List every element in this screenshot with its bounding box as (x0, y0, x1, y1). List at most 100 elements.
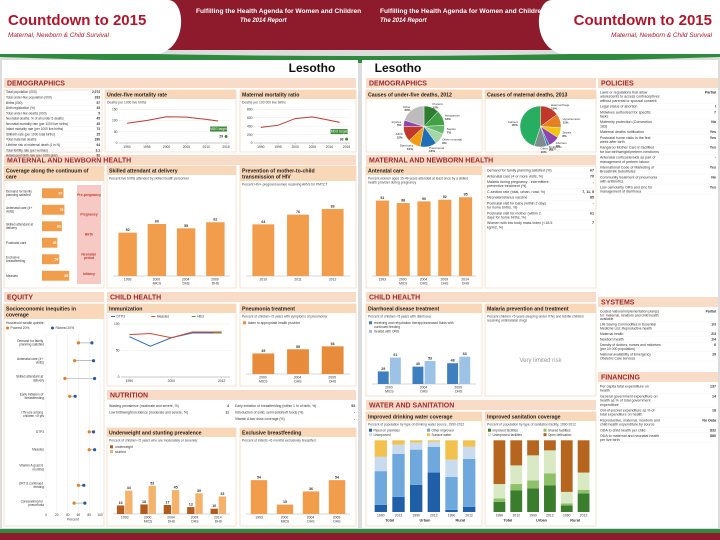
value-label: 85 (64, 274, 68, 278)
bar (218, 496, 227, 514)
section-bar (598, 297, 718, 307)
bar-segment (409, 484, 423, 512)
legend-label: Unimproved facilities (493, 433, 523, 437)
bar-segment (427, 472, 441, 512)
list-label: Maternal health (600, 332, 623, 336)
list-label: Malaria during pregnancy - intermittent … (487, 180, 550, 188)
x-tick-label: 2010 (260, 278, 268, 282)
list-value: Yes (710, 185, 716, 189)
legend-swatch (110, 450, 113, 454)
target-label: MDG target (331, 130, 348, 134)
bar-segment (577, 472, 590, 490)
list-label: International Code of Marketing of Breas… (600, 166, 655, 174)
list-value: $32 (710, 428, 716, 432)
x-tick-label: 2009 DHS (454, 386, 463, 394)
panel-title: Antenatal care (368, 168, 404, 174)
list-label: Total under-five population (000) (6, 95, 52, 99)
bar (328, 480, 346, 514)
x-tick-label: 1990 (257, 145, 265, 149)
list-value: Yes (710, 146, 716, 150)
value-label: 33 (220, 492, 224, 496)
value-label: 15 (283, 500, 287, 504)
list-label: Kangaroo Mother Care in facilities for l… (600, 146, 659, 154)
value-label: 90 (422, 197, 426, 201)
list-label: Infant mortality rate (per 1000 live bir… (6, 127, 63, 131)
bar-segment (527, 488, 539, 512)
list-label: Costed national implementation plan(s) f… (600, 309, 660, 321)
list-value: 45 (96, 117, 100, 121)
list-value: 7 (592, 221, 594, 225)
slice-value: 5% (397, 123, 402, 127)
legend-swatch (543, 433, 547, 437)
bar-segment (392, 440, 405, 445)
x-tick-label: 20 (55, 513, 59, 517)
legend-swatch (427, 428, 430, 432)
legend-label: Richest 20% (56, 326, 75, 330)
bar-segment (577, 489, 590, 494)
value-label: 83 (331, 205, 335, 209)
list-value: Yes (710, 130, 716, 134)
list-label: Birth registration (%) (6, 106, 35, 110)
bar (447, 363, 459, 384)
list-value: - (715, 156, 717, 160)
list-value: Partial (705, 91, 716, 95)
bar-segment (445, 459, 458, 477)
row-label: Demand for family planning satisfied (6, 189, 33, 197)
row-label: Exclusive breastfeeding (6, 255, 26, 263)
list-label: Adolescent birth rate (per 1000 girls) (6, 154, 58, 158)
list-value: - (593, 201, 595, 205)
row-label: ITN use among children <5 yrs (21, 410, 44, 418)
list-value: Yes (710, 136, 716, 140)
section-title: SYSTEMS (601, 300, 635, 307)
legend-label: Piped on premises (374, 428, 401, 432)
x-tick-label: 1990 (377, 514, 385, 518)
section-title: DEMOGRAPHICS (7, 81, 65, 88)
list-label: Low osmolarity ORS and zinc for manageme… (600, 185, 653, 193)
x-tick-label: 2000 MICS (385, 386, 394, 394)
logo: Countdown to 2015 (574, 12, 712, 29)
bar-segment (510, 465, 523, 485)
legend-label: Improved facilities (493, 428, 519, 432)
x-tick-label: 2014 DHS (461, 278, 470, 286)
bar-segment (409, 449, 423, 485)
list-label: Demand for family planning satisfied (%) (487, 169, 552, 173)
bar (459, 356, 471, 384)
list-value: 280 (95, 138, 101, 142)
panel-title-bar (107, 304, 236, 313)
panel-title-bar (240, 304, 356, 313)
panel-title-bar (107, 166, 236, 175)
dot (72, 501, 76, 505)
list-value: 45 (96, 106, 100, 110)
bar-segment (560, 503, 573, 506)
list-label: General government expenditure on health… (600, 394, 659, 406)
panel-subtitle: Deaths per 1000 live births (107, 101, 147, 105)
y-tick-label: 150 (112, 108, 118, 112)
list-label: Introduction of solid, semi-solid/soft f… (235, 411, 303, 415)
legend-label: underweight (115, 445, 133, 449)
list-label: Early initiation of breastfeeding (withi… (235, 404, 316, 408)
dot (90, 341, 94, 345)
row-label: Measles (6, 274, 18, 278)
panel-title-bar (240, 428, 356, 437)
x-tick-label: 60 (77, 513, 81, 517)
stage-label: Pregnancy (80, 213, 97, 217)
dot (87, 430, 91, 434)
slice-label: Sepsis (447, 127, 457, 131)
value-label: 66 (331, 342, 335, 346)
x-tick-label: 2000 (168, 379, 176, 383)
bar-segment (462, 440, 476, 447)
x-tick-label: 80 (87, 513, 91, 517)
list-label: Women with low body mass index (<18.5 kg… (487, 221, 553, 229)
bar-segment (409, 442, 423, 450)
value-label: 16 (119, 501, 123, 505)
country-name: Lesotho (289, 61, 336, 75)
list-value: 4 (227, 404, 229, 408)
bar (147, 223, 167, 276)
bar (375, 200, 389, 276)
row-label: Early initiation of breastfeeding (20, 392, 44, 400)
header-green-band (0, 50, 720, 63)
panel-title: Causes of under-five deaths, 2012 (368, 92, 452, 98)
list-label: Newborn health (600, 338, 624, 342)
x-tick-label: 2012 (465, 514, 473, 518)
